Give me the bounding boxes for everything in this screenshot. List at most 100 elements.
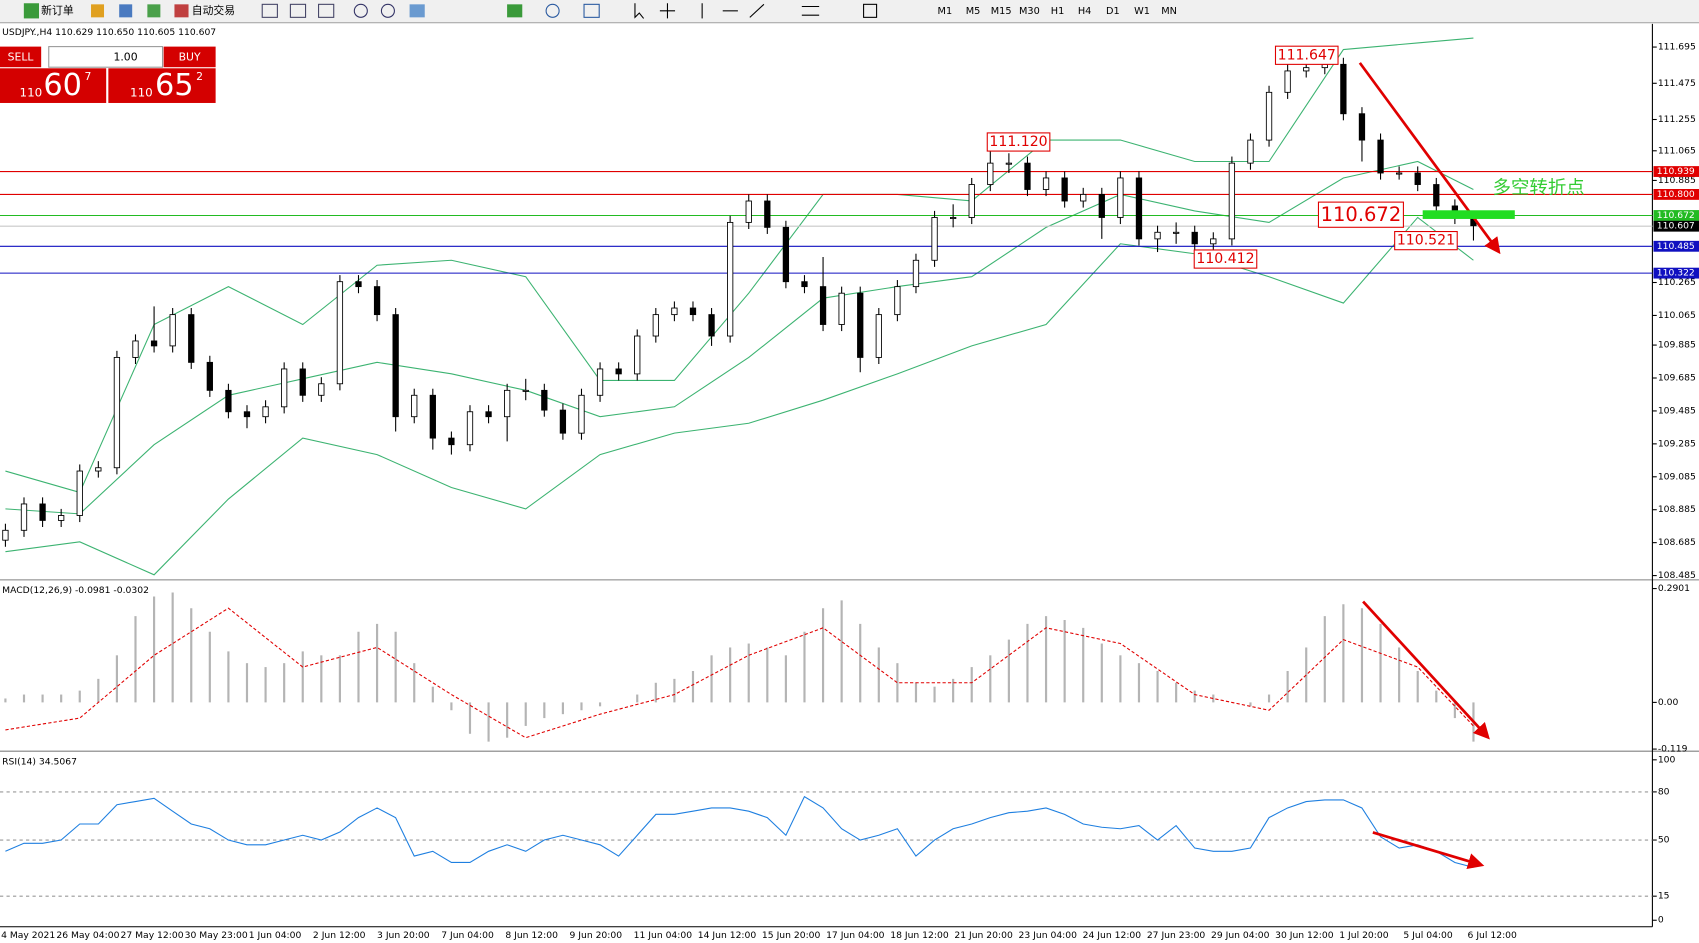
timeframe-button[interactable]: M15 xyxy=(991,6,1012,17)
sell-label[interactable]: SELL xyxy=(8,50,34,63)
timeframe-button[interactable]: W1 xyxy=(1134,6,1150,17)
tool-icon[interactable] xyxy=(119,4,133,18)
price-tag-label: 110.485 xyxy=(1657,241,1695,252)
candle-body xyxy=(336,281,344,385)
annotation-box xyxy=(1394,231,1458,251)
trend-arrow xyxy=(1358,62,1501,255)
y-tick-label: 109.085 xyxy=(1658,471,1696,482)
annotation: 多空转折点 xyxy=(1493,178,1585,199)
y-tick-label: 109.485 xyxy=(1658,405,1696,416)
tool-icon[interactable] xyxy=(91,4,105,18)
candle-body xyxy=(485,411,492,418)
candle-body xyxy=(745,200,752,223)
candle-body xyxy=(1247,139,1254,164)
y-tick-label: 110.065 xyxy=(1658,310,1696,321)
candle-body xyxy=(299,368,306,396)
x-tick-label: 3 Jun 20:00 xyxy=(377,930,430,941)
candle-body xyxy=(1377,139,1384,174)
candle-body xyxy=(188,314,195,363)
candle-body xyxy=(1395,172,1403,175)
candle-body xyxy=(1042,177,1050,190)
candle-body xyxy=(1284,70,1291,93)
x-tick-label: 1 Jul 20:00 xyxy=(1339,930,1388,941)
timeframe-button[interactable]: MN xyxy=(1161,6,1177,17)
x-tick-label: 2 Jun 12:00 xyxy=(313,930,366,941)
candle-body xyxy=(429,394,436,439)
price-tag xyxy=(1653,189,1699,200)
rsi-line xyxy=(5,795,1474,868)
bid-fraction: 7 xyxy=(85,70,92,83)
price-tag-label: 110.322 xyxy=(1657,268,1695,279)
candle-body xyxy=(466,411,474,446)
timeframe-button[interactable]: D1 xyxy=(1106,6,1120,17)
bid-box[interactable] xyxy=(0,68,107,103)
timeframe-button[interactable]: H1 xyxy=(1051,6,1065,17)
annotation: 110.672 xyxy=(1321,203,1402,226)
template-icon[interactable] xyxy=(583,3,600,18)
sell-button[interactable] xyxy=(0,46,42,68)
cursor-icon[interactable] xyxy=(634,3,645,19)
y-tick-label: 108.485 xyxy=(1658,570,1696,581)
text-label-icon[interactable] xyxy=(863,3,878,18)
bollinger-upper xyxy=(5,37,1474,494)
timeframe-button[interactable]: M30 xyxy=(1019,6,1040,17)
y-tick-label: 108.685 xyxy=(1658,537,1696,548)
y-tick-label: 111.475 xyxy=(1658,78,1696,89)
zoom-out[interactable] xyxy=(380,3,395,18)
timeframe-button[interactable]: M1 xyxy=(938,6,953,17)
tool-icon[interactable] xyxy=(261,3,278,18)
x-tick-label: 14 Jun 12:00 xyxy=(698,930,757,941)
lot-input[interactable] xyxy=(48,46,164,68)
candle-body xyxy=(968,184,975,218)
x-tick-label: 17 Jun 04:00 xyxy=(826,930,885,941)
candle-body xyxy=(708,314,715,337)
tool-icon[interactable] xyxy=(318,3,335,18)
crosshair-icon[interactable] xyxy=(659,3,676,19)
x-tick-label: 8 Jun 12:00 xyxy=(505,930,558,941)
bid-big: 110 xyxy=(20,86,43,100)
candle-body xyxy=(225,389,232,413)
auto-trading-icon[interactable] xyxy=(174,4,189,18)
candle-body xyxy=(1098,193,1105,218)
auto-trading-button[interactable]: 自动交易 xyxy=(192,3,235,17)
candle-body xyxy=(541,389,548,411)
candle-body xyxy=(1005,162,1013,165)
bollinger-lower xyxy=(5,216,1474,576)
turning-zone xyxy=(1422,210,1515,219)
candle-body xyxy=(58,515,65,521)
ask-big: 110 xyxy=(130,86,153,100)
y-tick-label: 111.065 xyxy=(1658,145,1696,156)
y-tick-label: 50 xyxy=(1658,835,1670,846)
candle-body xyxy=(764,200,771,228)
candle-body xyxy=(1061,177,1068,202)
candle-body xyxy=(875,314,882,358)
buy-label[interactable]: BUY xyxy=(179,50,201,63)
buy-button[interactable] xyxy=(163,46,216,68)
period-icon[interactable] xyxy=(545,3,560,18)
trendline-icon[interactable] xyxy=(749,3,765,18)
y-tick-label: 0.00 xyxy=(1658,697,1679,708)
new-order-button[interactable]: 新订单 xyxy=(41,3,74,17)
x-tick-label: 30 May 23:00 xyxy=(185,930,248,941)
ask-box[interactable] xyxy=(108,68,216,103)
tool-icon[interactable] xyxy=(147,4,161,18)
indicator-icon[interactable] xyxy=(507,4,523,18)
y-tick-label: 110.885 xyxy=(1658,175,1696,186)
price-tag xyxy=(1653,166,1699,177)
annotation: 111.647 xyxy=(1278,47,1336,63)
timeframe-button[interactable]: M5 xyxy=(966,6,981,17)
tool-icon[interactable] xyxy=(409,4,425,18)
x-tick-label: 15 Jun 20:00 xyxy=(762,930,821,941)
candle-body xyxy=(652,314,659,337)
zoom-in[interactable] xyxy=(353,3,368,18)
x-tick-label: 6 Jul 12:00 xyxy=(1468,930,1517,941)
new-order-icon[interactable] xyxy=(23,3,40,19)
candle-body xyxy=(411,394,418,418)
lot-value[interactable]: 1.00 xyxy=(113,50,137,63)
y-tick-label: 0.2901 xyxy=(1658,583,1690,594)
x-tick-label: 27 May 12:00 xyxy=(120,930,183,941)
tool-icon[interactable] xyxy=(289,3,307,18)
timeframe-button[interactable]: H4 xyxy=(1078,6,1092,17)
x-tick-label: 29 Jun 04:00 xyxy=(1211,930,1270,941)
bollinger-middle xyxy=(5,160,1474,515)
